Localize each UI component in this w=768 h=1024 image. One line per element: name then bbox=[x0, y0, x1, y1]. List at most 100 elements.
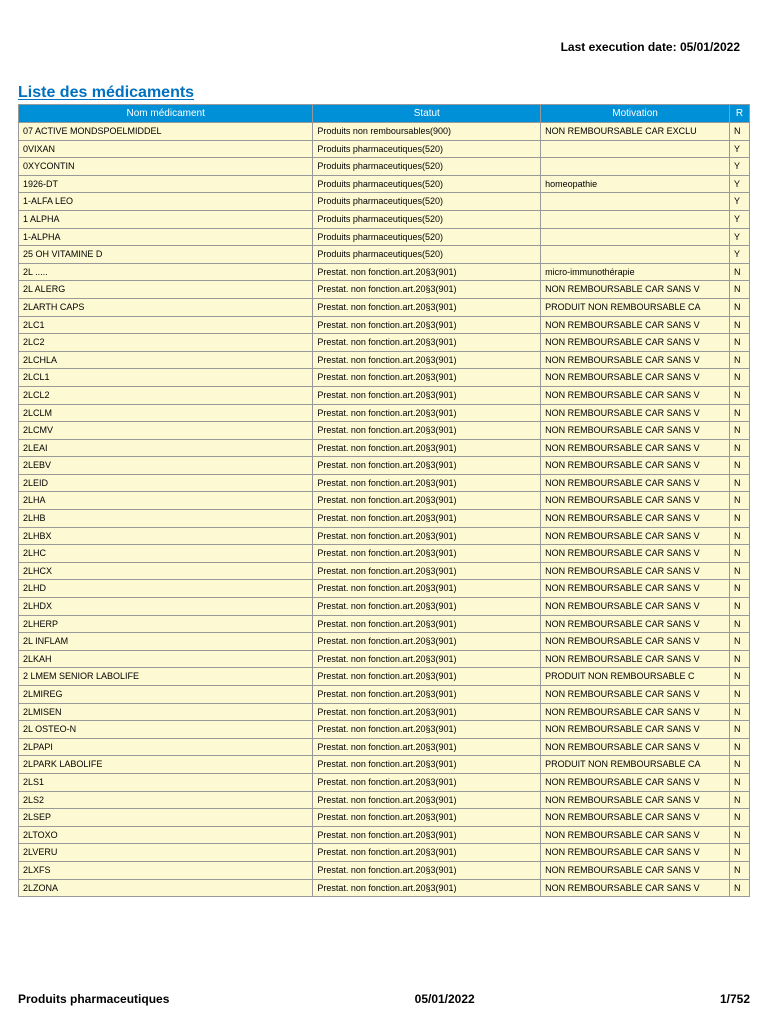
table-cell: Prestat. non fonction.art.20§3(901) bbox=[313, 545, 541, 563]
table-row: 07 ACTIVE MONDSPOELMIDDELProduits non re… bbox=[19, 123, 750, 141]
table-cell: 1-ALPHA bbox=[19, 228, 313, 246]
table-cell: NON REMBOURSABLE CAR SANS V bbox=[541, 474, 730, 492]
page-footer: Produits pharmaceutiques 05/01/2022 1/75… bbox=[18, 992, 750, 1006]
table-cell: NON REMBOURSABLE CAR SANS V bbox=[541, 844, 730, 862]
table-cell: N bbox=[729, 492, 749, 510]
table-cell: N bbox=[729, 615, 749, 633]
table-cell: Y bbox=[729, 210, 749, 228]
table-row: 2LCMVPrestat. non fonction.art.20§3(901)… bbox=[19, 422, 750, 440]
table-cell: 07 ACTIVE MONDSPOELMIDDEL bbox=[19, 123, 313, 141]
medications-table: Nom médicament Statut Motivation R 07 AC… bbox=[18, 104, 750, 897]
table-row: 2LHDXPrestat. non fonction.art.20§3(901)… bbox=[19, 598, 750, 616]
table-cell: Prestat. non fonction.art.20§3(901) bbox=[313, 844, 541, 862]
table-cell: N bbox=[729, 123, 749, 141]
table-row: 2LHBXPrestat. non fonction.art.20§3(901)… bbox=[19, 527, 750, 545]
col-header-r: R bbox=[729, 105, 749, 123]
table-cell: 2LPAPI bbox=[19, 738, 313, 756]
table-cell: NON REMBOURSABLE CAR SANS V bbox=[541, 457, 730, 475]
table-cell: NON REMBOURSABLE CAR SANS V bbox=[541, 334, 730, 352]
table-cell: N bbox=[729, 386, 749, 404]
table-row: 2LSEPPrestat. non fonction.art.20§3(901)… bbox=[19, 809, 750, 827]
table-cell: Produits pharmaceutiques(520) bbox=[313, 175, 541, 193]
col-header-statut: Statut bbox=[313, 105, 541, 123]
table-cell: NON REMBOURSABLE CAR EXCLU bbox=[541, 123, 730, 141]
table-cell bbox=[541, 158, 730, 176]
table-cell: Y bbox=[729, 140, 749, 158]
table-row: 2LC2Prestat. non fonction.art.20§3(901)N… bbox=[19, 334, 750, 352]
table-cell: Y bbox=[729, 193, 749, 211]
table-cell: Prestat. non fonction.art.20§3(901) bbox=[313, 492, 541, 510]
table-cell: Prestat. non fonction.art.20§3(901) bbox=[313, 879, 541, 897]
col-header-motivation: Motivation bbox=[541, 105, 730, 123]
table-row: 0VIXANProduits pharmaceutiques(520) Y bbox=[19, 140, 750, 158]
table-row: 25 OH VITAMINE DProduits pharmaceutiques… bbox=[19, 246, 750, 264]
table-cell: NON REMBOURSABLE CAR SANS V bbox=[541, 650, 730, 668]
table-cell: 2LCMV bbox=[19, 422, 313, 440]
table-row: 2LKAHPrestat. non fonction.art.20§3(901)… bbox=[19, 650, 750, 668]
table-cell: N bbox=[729, 474, 749, 492]
table-cell: Prestat. non fonction.art.20§3(901) bbox=[313, 615, 541, 633]
table-cell: 2LS2 bbox=[19, 791, 313, 809]
table-cell: NON REMBOURSABLE CAR SANS V bbox=[541, 510, 730, 528]
table-cell: N bbox=[729, 457, 749, 475]
table-cell: NON REMBOURSABLE CAR SANS V bbox=[541, 404, 730, 422]
table-cell: N bbox=[729, 281, 749, 299]
table-cell: 2LMISEN bbox=[19, 703, 313, 721]
table-row: 2LPAPIPrestat. non fonction.art.20§3(901… bbox=[19, 738, 750, 756]
table-cell: N bbox=[729, 263, 749, 281]
table-cell: N bbox=[729, 562, 749, 580]
table-cell: NON REMBOURSABLE CAR SANS V bbox=[541, 580, 730, 598]
table-cell: NON REMBOURSABLE CAR SANS V bbox=[541, 703, 730, 721]
table-row: 0XYCONTINProduits pharmaceutiques(520)Y bbox=[19, 158, 750, 176]
table-cell: Prestat. non fonction.art.20§3(901) bbox=[313, 650, 541, 668]
page-title: Liste des médicaments bbox=[18, 84, 750, 102]
table-cell: 2LHCX bbox=[19, 562, 313, 580]
table-row: 2 LMEM SENIOR LABOLIFEPrestat. non fonct… bbox=[19, 668, 750, 686]
table-cell: Produits pharmaceutiques(520) bbox=[313, 228, 541, 246]
table-cell: Produits pharmaceutiques(520) bbox=[313, 158, 541, 176]
table-cell: Prestat. non fonction.art.20§3(901) bbox=[313, 861, 541, 879]
table-cell: 2LCL1 bbox=[19, 369, 313, 387]
table-cell: N bbox=[729, 668, 749, 686]
table-row: 1926-DTProduits pharmaceutiques(520)home… bbox=[19, 175, 750, 193]
table-cell: N bbox=[729, 422, 749, 440]
table-cell: 2LXFS bbox=[19, 861, 313, 879]
table-cell: 2LHDX bbox=[19, 598, 313, 616]
table-cell: 2LSEP bbox=[19, 809, 313, 827]
table-cell: N bbox=[729, 527, 749, 545]
table-cell: Prestat. non fonction.art.20§3(901) bbox=[313, 457, 541, 475]
table-cell: Prestat. non fonction.art.20§3(901) bbox=[313, 686, 541, 704]
table-cell: Produits pharmaceutiques(520) bbox=[313, 140, 541, 158]
table-cell: micro-immunothérapie bbox=[541, 263, 730, 281]
table-row: 2LEAIPrestat. non fonction.art.20§3(901)… bbox=[19, 439, 750, 457]
table-cell: 2L ..... bbox=[19, 263, 313, 281]
table-cell: 0VIXAN bbox=[19, 140, 313, 158]
table-cell: 2 LMEM SENIOR LABOLIFE bbox=[19, 668, 313, 686]
table-cell: Y bbox=[729, 228, 749, 246]
table-cell: Prestat. non fonction.art.20§3(901) bbox=[313, 422, 541, 440]
table-cell: 2LHB bbox=[19, 510, 313, 528]
table-cell: 2LC1 bbox=[19, 316, 313, 334]
table-row: 2LMISENPrestat. non fonction.art.20§3(90… bbox=[19, 703, 750, 721]
table-cell: Prestat. non fonction.art.20§3(901) bbox=[313, 633, 541, 651]
table-row: 2L INFLAMPrestat. non fonction.art.20§3(… bbox=[19, 633, 750, 651]
table-row: 2LS1Prestat. non fonction.art.20§3(901)N… bbox=[19, 773, 750, 791]
table-cell: NON REMBOURSABLE CAR SANS V bbox=[541, 598, 730, 616]
table-cell: N bbox=[729, 598, 749, 616]
table-header-row: Nom médicament Statut Motivation R bbox=[19, 105, 750, 123]
table-cell: Y bbox=[729, 158, 749, 176]
table-cell: 2LEID bbox=[19, 474, 313, 492]
table-cell: NON REMBOURSABLE CAR SANS V bbox=[541, 633, 730, 651]
table-cell: Produits non remboursables(900) bbox=[313, 123, 541, 141]
table-cell: Prestat. non fonction.art.20§3(901) bbox=[313, 474, 541, 492]
table-cell: 2LVERU bbox=[19, 844, 313, 862]
table-row: 2LHAPrestat. non fonction.art.20§3(901)N… bbox=[19, 492, 750, 510]
table-cell: NON REMBOURSABLE CAR SANS V bbox=[541, 861, 730, 879]
table-cell: Prestat. non fonction.art.20§3(901) bbox=[313, 281, 541, 299]
table-cell: NON REMBOURSABLE CAR SANS V bbox=[541, 422, 730, 440]
table-row: 2LC1Prestat. non fonction.art.20§3(901)N… bbox=[19, 316, 750, 334]
table-row: 2LEBVPrestat. non fonction.art.20§3(901)… bbox=[19, 457, 750, 475]
table-cell: 2LMIREG bbox=[19, 686, 313, 704]
table-row: 2L OSTEO-NPrestat. non fonction.art.20§3… bbox=[19, 721, 750, 739]
table-cell: N bbox=[729, 404, 749, 422]
